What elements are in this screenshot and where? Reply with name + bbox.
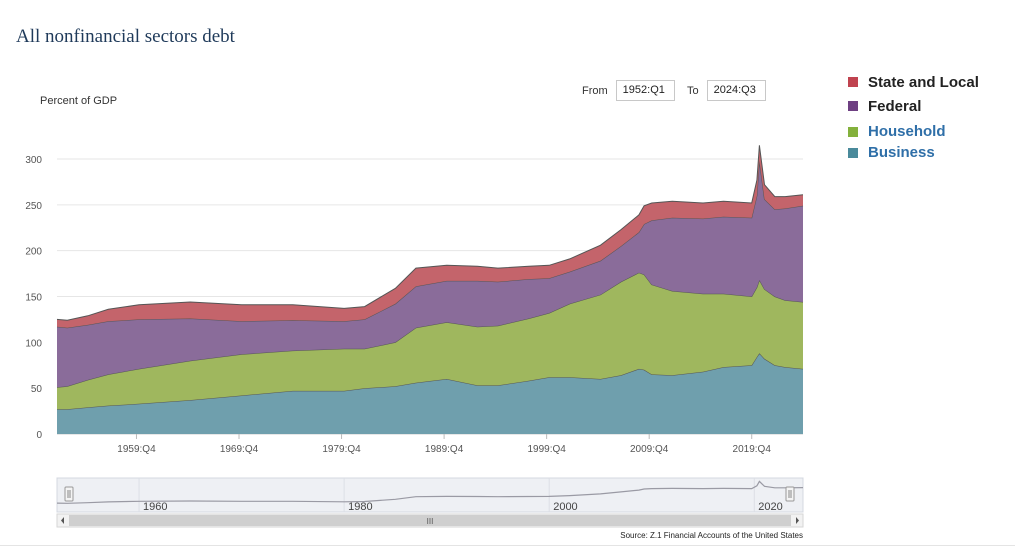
legend-item-household[interactable]: Household [848, 121, 979, 142]
navigator-label: 2000 [553, 501, 577, 513]
y-tick-label: 300 [25, 155, 42, 166]
scroll-right-arrow-icon[interactable] [796, 517, 799, 524]
y-tick-label: 0 [36, 430, 42, 441]
x-tick-label: 1969:Q4 [220, 444, 259, 455]
legend-label: Federal [868, 97, 922, 115]
state-local-swatch [848, 77, 858, 87]
y-tick-label: 250 [25, 201, 42, 212]
area-federal [57, 160, 803, 388]
legend: State and Local Federal Household Busine… [848, 70, 979, 163]
x-tick-label: 1989:Q4 [425, 444, 464, 455]
household-swatch [848, 126, 858, 137]
legend-item-federal[interactable]: Federal [848, 94, 979, 118]
navigator-handle[interactable] [64, 486, 74, 502]
from-label: From [582, 84, 608, 97]
to-label: To [687, 84, 699, 97]
area-state-local [57, 145, 803, 328]
x-tick-label: 2019:Q4 [733, 444, 772, 455]
y-tick-label: 150 [25, 293, 42, 304]
y-tick-label: 100 [25, 338, 42, 349]
y-axis-label: Percent of GDP [40, 95, 117, 107]
navigator-label: 2020 [758, 501, 782, 513]
legend-label: State and Local [868, 73, 979, 91]
business-swatch [848, 147, 858, 158]
scrollbar-grip: III [427, 517, 434, 526]
navigator-handle[interactable] [785, 486, 795, 502]
page-title: All nonfinancial sectors debt [16, 26, 235, 47]
scroll-left-arrow-icon[interactable] [61, 517, 64, 524]
range-navigator[interactable]: 1960 1980 2000 2020 III [56, 477, 804, 528]
x-tick-label: 1959:Q4 [117, 444, 156, 455]
navigator-label: 1980 [348, 501, 372, 513]
range-from: From 1952:Q1 [582, 80, 675, 101]
navigator-series [56, 480, 804, 504]
area-business [57, 353, 803, 434]
area-household [57, 272, 803, 410]
source-note: Source: Z.1 Financial Accounts of the Un… [620, 531, 803, 540]
to-input[interactable]: 2024:Q3 [706, 80, 766, 101]
navigator-label: 1960 [143, 501, 167, 513]
divider [0, 545, 1015, 546]
y-tick-label: 200 [25, 247, 42, 258]
legend-label: Household [868, 123, 946, 140]
x-tick-label: 1979:Q4 [322, 444, 361, 455]
x-tick-label: 1999:Q4 [527, 444, 566, 455]
legend-item-state-local[interactable]: State and Local [848, 70, 979, 94]
federal-swatch [848, 101, 858, 111]
navigator-window [56, 477, 804, 513]
from-input[interactable]: 1952:Q1 [615, 80, 675, 101]
range-to: To 2024:Q3 [687, 80, 766, 101]
area-edge-state-local [56, 145, 804, 321]
legend-item-business[interactable]: Business [848, 142, 979, 163]
x-tick-label: 2009:Q4 [630, 444, 669, 455]
legend-label: Business [868, 144, 935, 161]
y-tick-label: 50 [31, 384, 43, 395]
scrollbar-thumb[interactable] [69, 515, 791, 526]
